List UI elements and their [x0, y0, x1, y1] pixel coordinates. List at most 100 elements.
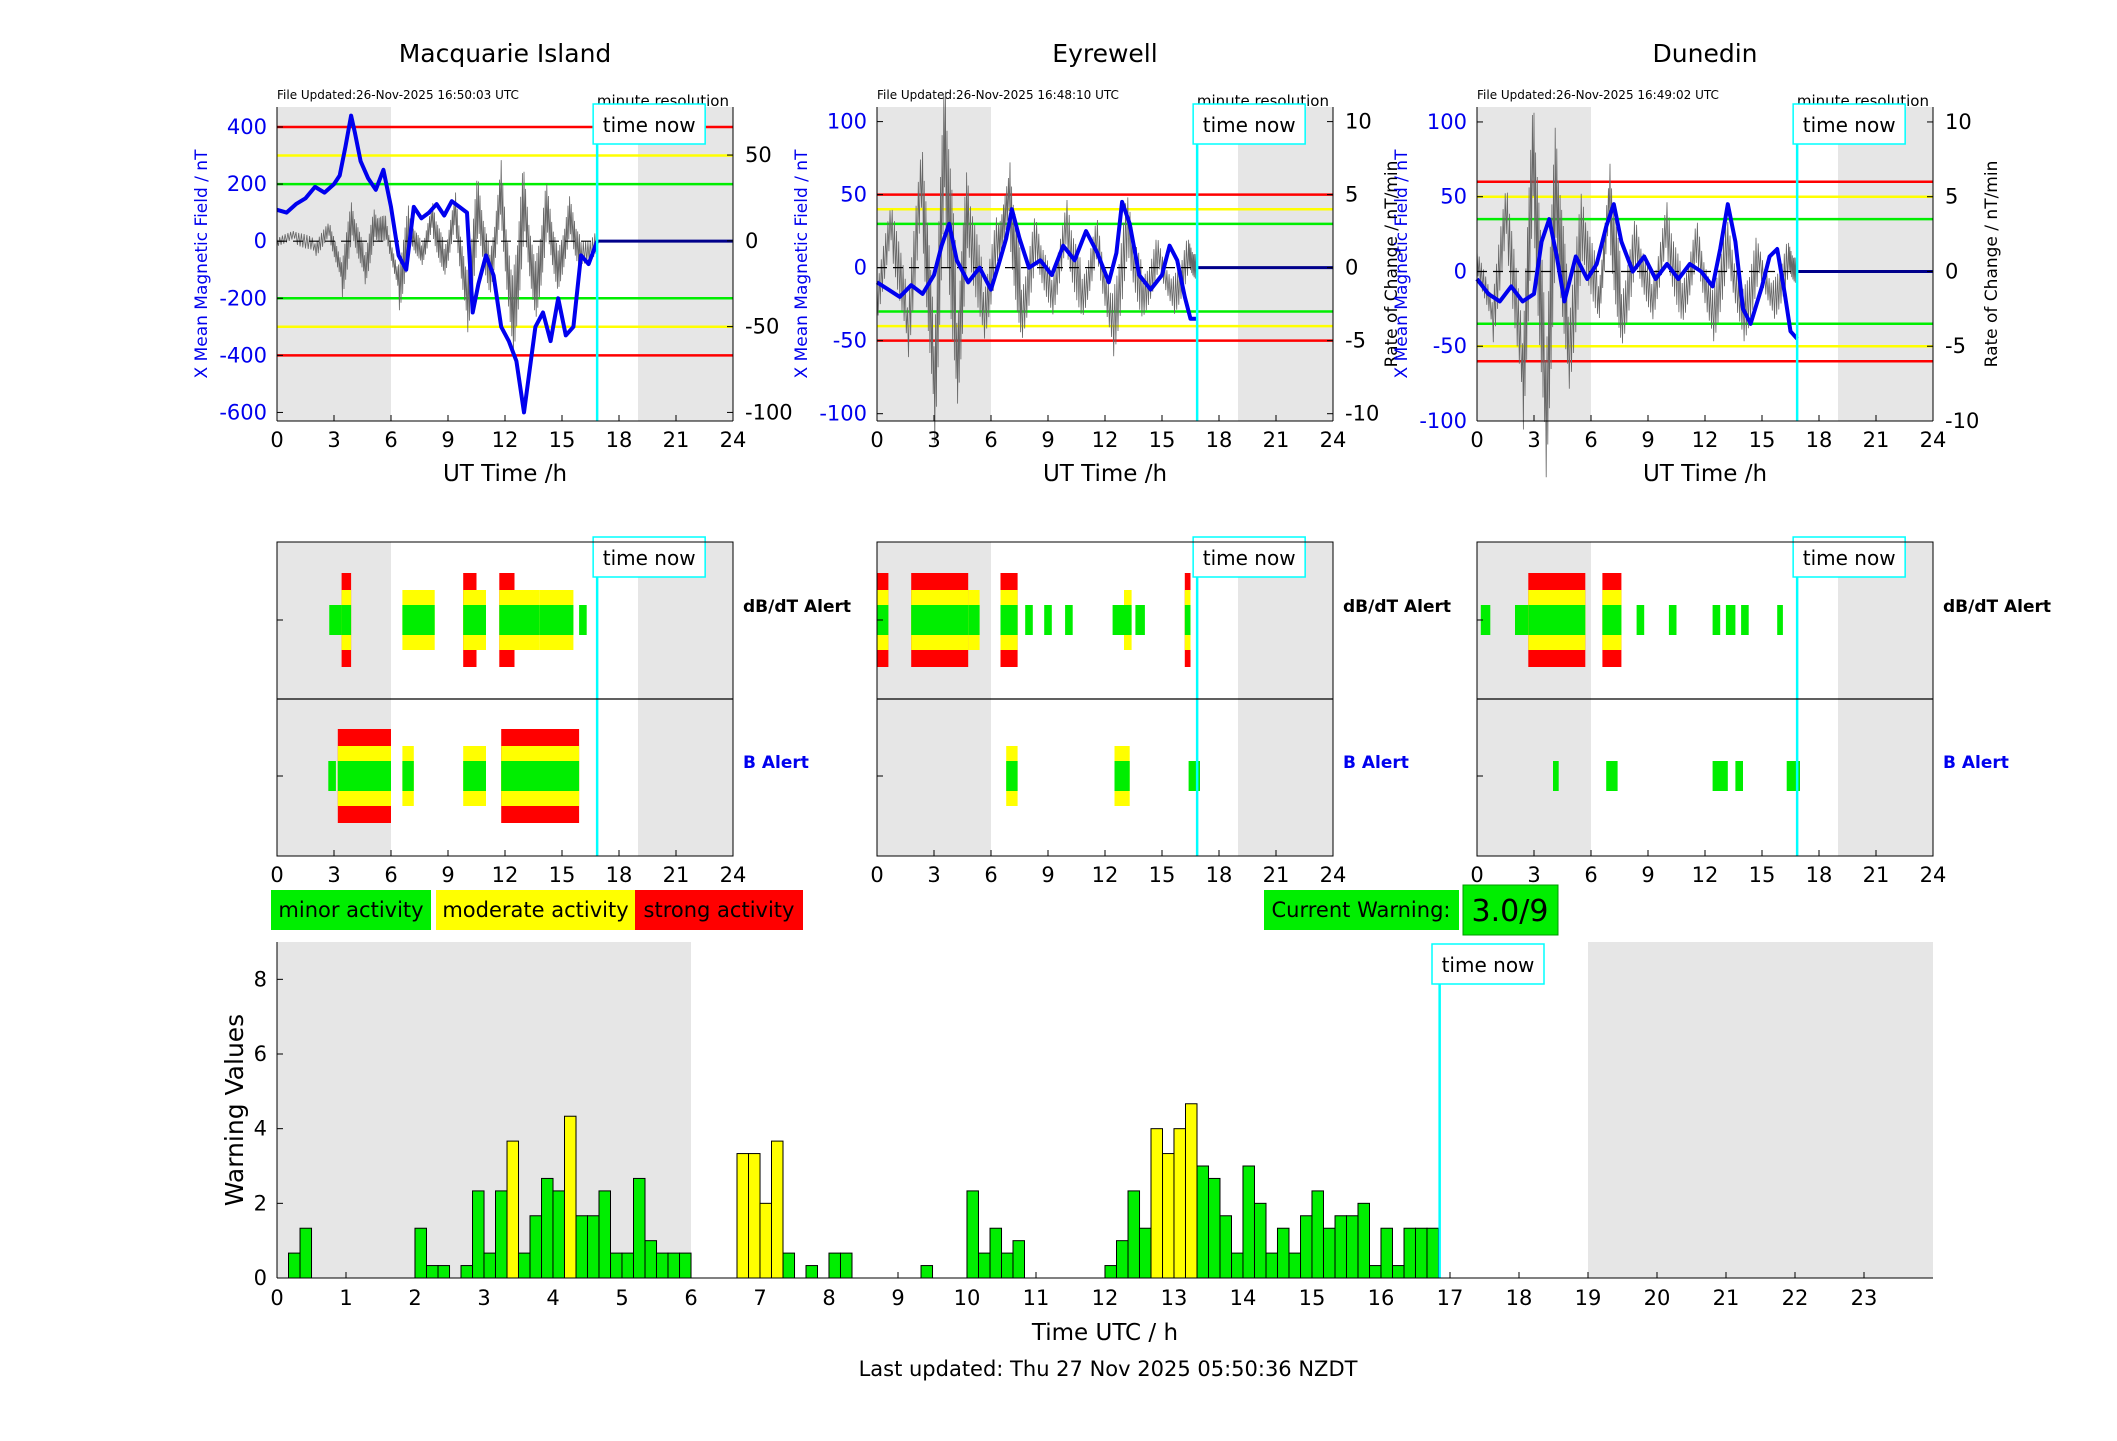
- x-tick-label: 22: [1782, 1286, 1809, 1310]
- warning-bar: [1162, 1153, 1175, 1279]
- x-tick-label: 15: [1149, 863, 1176, 887]
- x-tick-label: 0: [270, 863, 283, 887]
- alert-mark-minor: [1124, 605, 1132, 635]
- x-tick-label: 9: [1041, 863, 1054, 887]
- x-tick-label: 0: [270, 1286, 283, 1310]
- x-tick-label: 12: [1092, 863, 1119, 887]
- y-tick-label: 8: [254, 967, 267, 991]
- x-tick-label: 21: [1263, 863, 1290, 887]
- y-right-tick-label: -50: [745, 315, 779, 339]
- x-tick-label: 6: [984, 428, 997, 452]
- current-warning-label: Current Warning:: [1272, 898, 1451, 922]
- field-series-line: [276, 113, 600, 415]
- alert-mark-minor: [1044, 605, 1052, 635]
- x-tick-label: 12: [492, 428, 519, 452]
- y-tick-label: 100: [827, 110, 867, 134]
- station-panel-1: Eyrewell File Updated:26-Nov-2025 16:48:1…: [792, 39, 1402, 487]
- alert-mark-minor: [562, 605, 574, 635]
- warning-bar: [1184, 1103, 1198, 1279]
- x-tick-label: 10: [954, 1286, 981, 1310]
- warning-bar: [805, 1265, 819, 1279]
- y-tick-label: 50: [1440, 185, 1467, 209]
- y-right-tick-label: 0: [1945, 259, 1958, 283]
- alert-mark-minor: [1184, 605, 1191, 635]
- y-tick-label: -200: [219, 286, 267, 310]
- b-alert-label: B Alert: [743, 753, 809, 773]
- alert-panel-1: dB/dT Alert B Alert time now 0 3 6 9 12 15 18 21 24: [870, 536, 1451, 887]
- x-tick-label: 20: [1644, 1286, 1671, 1310]
- x-tick-label: 17: [1437, 1286, 1464, 1310]
- y-tick-label: 0: [1454, 259, 1467, 283]
- warning-bar: [610, 1252, 623, 1279]
- x-axis-title: Time UTC / h: [1031, 1320, 1178, 1346]
- warning-bar: [425, 1265, 439, 1279]
- y-right-tick-label: 5: [1945, 185, 1958, 209]
- time-now-label: time now: [1203, 546, 1296, 570]
- alert-mark-minor: [1553, 761, 1559, 791]
- x-tick-label: 21: [1263, 428, 1290, 452]
- y-tick-label: 6: [254, 1042, 267, 1066]
- file-updated-label: File Updated:26-Nov-2025 16:48:10 UTC: [877, 88, 1119, 102]
- alert-mark-minor: [1025, 605, 1033, 635]
- y-tick-label: 200: [227, 172, 267, 196]
- x-tick-label: 9: [441, 863, 454, 887]
- x-tick-label: 24: [1320, 428, 1347, 452]
- y-right-tick-label: 0: [745, 229, 758, 253]
- x-tick-label: 2: [408, 1286, 421, 1310]
- x-tick-label: 12: [1692, 428, 1719, 452]
- alert-mark-minor: [1006, 761, 1018, 791]
- alert-mark-minor: [911, 605, 969, 635]
- x-tick-label: 19: [1575, 1286, 1602, 1310]
- warning-bar: [1127, 1190, 1141, 1279]
- y-right-tick-label: -10: [1945, 409, 1979, 433]
- warning-bar: [1207, 1177, 1221, 1279]
- alert-mark-minor: [1602, 605, 1622, 635]
- shaded-night-band: [277, 107, 391, 421]
- x-tick-label: 9: [1641, 428, 1654, 452]
- warning-bar: [1253, 1202, 1267, 1279]
- dbdt-alert-label: dB/dT Alert: [1943, 597, 2051, 617]
- warning-bar: [1311, 1190, 1324, 1279]
- last-updated-footer: Last updated: Thu 27 Nov 2025 05:50:36 N…: [859, 1357, 1358, 1381]
- warning-bar: [541, 1177, 554, 1279]
- y-right-tick-label: 5: [1345, 183, 1358, 207]
- warning-bar: [1276, 1227, 1290, 1279]
- time-now-label: time now: [603, 546, 696, 570]
- current-warning-label-box: [1264, 890, 1459, 930]
- warning-bar: [586, 1215, 600, 1279]
- warning-bar: [1150, 1128, 1164, 1279]
- warning-bar: [679, 1252, 692, 1279]
- x-tick-label: 0: [870, 428, 883, 452]
- x-tick-label: 15: [1149, 428, 1176, 452]
- alert-mark-minor: [1712, 605, 1721, 635]
- alert-mark-minor: [463, 605, 477, 635]
- x-tick-label: 18: [1206, 863, 1233, 887]
- warning-bar: [517, 1252, 531, 1279]
- x-tick-label: 18: [1806, 863, 1833, 887]
- warning-bar: [1345, 1215, 1359, 1279]
- x-tick-label: 15: [549, 863, 576, 887]
- x-tick-label: 18: [1206, 428, 1233, 452]
- dbdt-alert-label: dB/dT Alert: [1343, 597, 1451, 617]
- legend-swatch-minor: [271, 890, 431, 930]
- warning-bar: [1288, 1252, 1302, 1279]
- x-tick-label: 0: [1470, 428, 1483, 452]
- y-tick-label: 0: [254, 229, 267, 253]
- alert-mark-minor: [402, 605, 435, 635]
- b-alert-label: B Alert: [1943, 753, 2009, 773]
- dbdt-alert-label: dB/dT Alert: [743, 597, 851, 617]
- file-updated-label: File Updated:26-Nov-2025 16:49:02 UTC: [1477, 88, 1719, 102]
- warning-bar: [966, 1190, 979, 1279]
- warning-bar: [529, 1215, 543, 1279]
- b-alert-label: B Alert: [1343, 753, 1409, 773]
- alert-mark-minor: [1777, 605, 1783, 635]
- warning-bar: [1231, 1252, 1244, 1279]
- x-tick-label: 24: [1920, 428, 1947, 452]
- alert-mark-minor: [329, 605, 346, 635]
- warning-bar: [299, 1227, 313, 1279]
- rate-of-change-series: [276, 160, 598, 355]
- alert-mark-minor: [1636, 605, 1645, 635]
- warning-bar: [287, 1252, 301, 1279]
- x-tick-label: 6: [984, 863, 997, 887]
